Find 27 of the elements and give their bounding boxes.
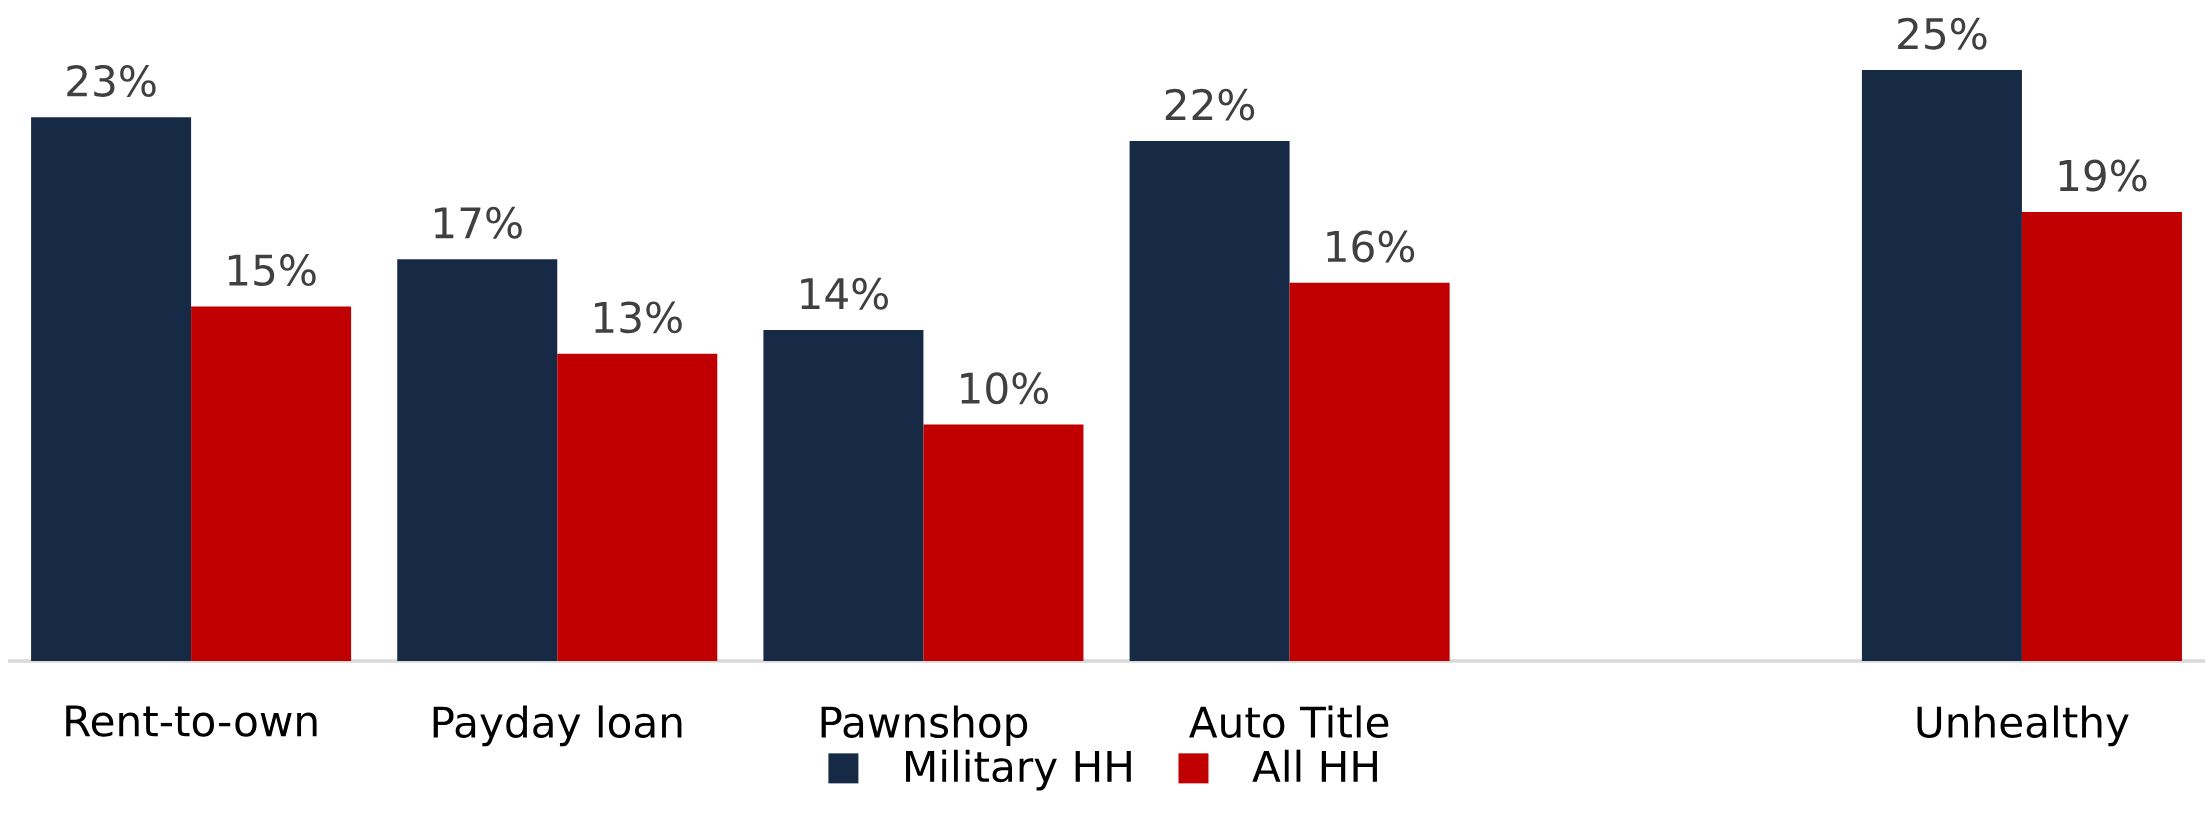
bar [923,424,1084,661]
x-tick-label: Pawnshop [821,705,1028,747]
legend-label: All HH [1252,749,1377,782]
bar [191,306,352,661]
x-tick-label: Auto Title [1189,705,1389,739]
bar [763,330,924,661]
bar [1861,70,2022,661]
data-label: 15% [228,254,316,287]
data-label: 13% [595,301,682,334]
data-label: 19% [2059,159,2147,192]
data-label: 25% [1898,17,1987,50]
data-label: 16% [1327,230,1415,263]
data-label: 14% [801,277,888,310]
x-tick-label: Rent-to-own [66,705,317,737]
bar [1289,282,1450,661]
bar [31,117,192,661]
data-label: 17% [435,206,522,239]
bar [2021,211,2182,661]
data-label: 22% [1165,88,1255,121]
x-tick-label: Payday loan [433,705,682,747]
bar [397,259,558,661]
bar [557,353,718,661]
data-label: 23% [67,65,156,97]
data-label: 10% [961,372,1048,405]
bar [1129,140,1290,661]
x-tick-label: Unhealthy [1917,705,2129,747]
legend-label: Military HH [906,749,1131,791]
